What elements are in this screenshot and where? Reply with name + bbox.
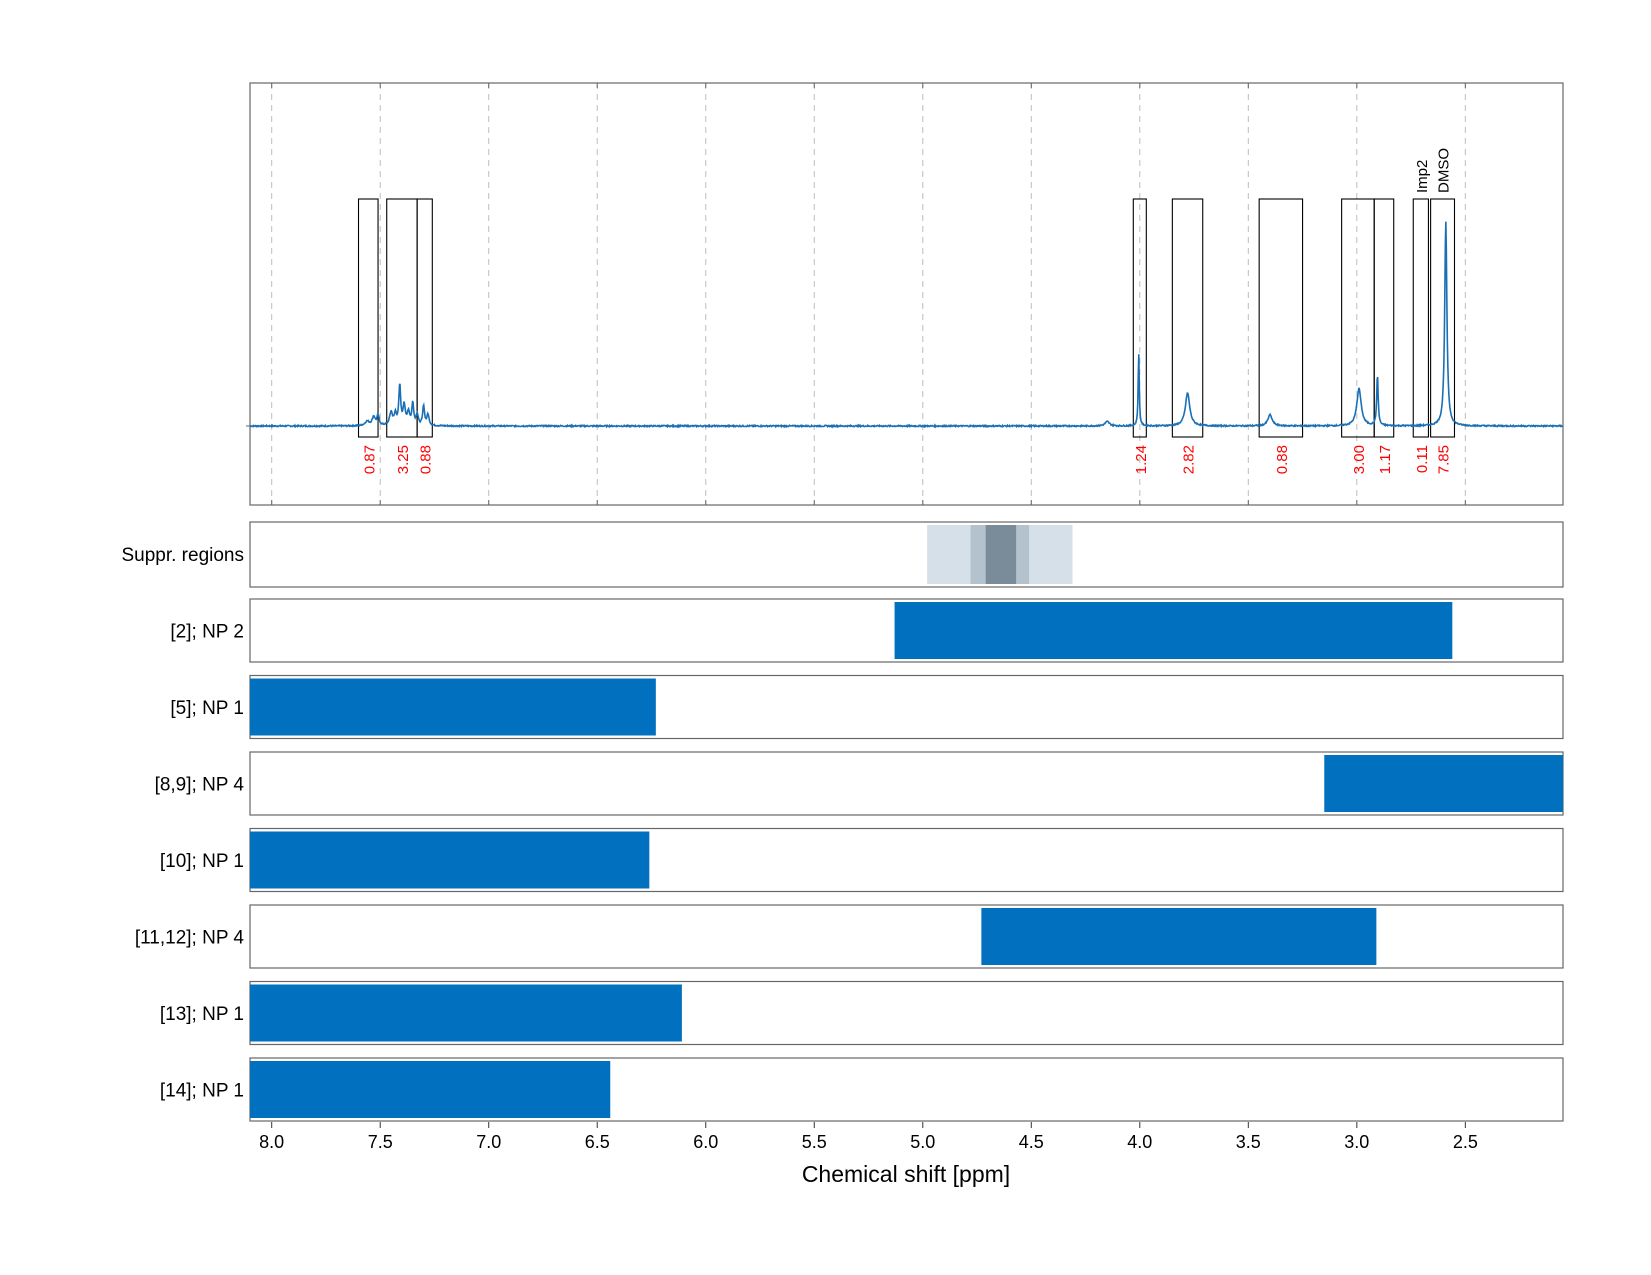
- integral-value-label: 3.25: [395, 445, 412, 474]
- range-track: [2]; NP 2: [170, 598, 1564, 663]
- integral-value-label: 0.88: [418, 445, 435, 474]
- integral-box: [1171, 198, 1204, 438]
- suppr-band: [985, 525, 1017, 584]
- track-label: [5]; NP 1: [170, 698, 244, 719]
- range-track: [10]; NP 1: [160, 827, 1564, 893]
- x-tick-label: 5.5: [802, 1132, 827, 1152]
- integral-box: [1341, 198, 1375, 438]
- range-tracks: [2]; NP 2 [5]; NP 1 [8,9]; NP 4 [10]; NP 1 […: [135, 598, 1564, 1122]
- range-bar: [981, 908, 1377, 965]
- range-bar: [1324, 755, 1563, 812]
- x-tick-label: 4.0: [1127, 1132, 1152, 1152]
- range-bar: [250, 984, 682, 1042]
- integral-value-label: 1.17: [1377, 445, 1394, 474]
- range-bar: [250, 678, 656, 736]
- x-tick-label: 6.0: [693, 1132, 718, 1152]
- integral-box: [416, 198, 433, 438]
- suppression-regions-track: [249, 521, 1564, 588]
- gridlines: [271, 83, 1466, 505]
- range-track: [5]; NP 1: [170, 674, 1564, 740]
- integral-value-label: 2.82: [1181, 445, 1198, 474]
- peak-annotation-label: DMSO: [1436, 148, 1453, 193]
- range-track: [11,12]; NP 4: [135, 904, 1564, 969]
- x-tick-label: 5.0: [910, 1132, 935, 1152]
- track-label: [8,9]; NP 4: [155, 775, 245, 796]
- integral-value-label: 0.87: [361, 445, 378, 474]
- integral-box: [1132, 198, 1147, 438]
- range-bar: [250, 1061, 611, 1118]
- track-label-suppr-regions: Suppr. regions: [121, 545, 244, 566]
- track-label: [10]; NP 1: [160, 851, 244, 872]
- x-tick-label: 3.5: [1236, 1132, 1261, 1152]
- integral-box: [1430, 198, 1456, 438]
- integral-value-label: 0.88: [1274, 445, 1291, 474]
- integral-value-label: 1.24: [1133, 445, 1150, 474]
- integral-box: [1412, 198, 1429, 438]
- track-label: [14]; NP 1: [160, 1081, 244, 1102]
- range-track: [14]; NP 1: [160, 1057, 1564, 1122]
- spectrum-line: [249, 221, 1564, 429]
- range-track: [13]; NP 1: [160, 980, 1564, 1046]
- track-label: [11,12]; NP 4: [135, 928, 245, 949]
- integral-box: [1258, 198, 1304, 438]
- x-tick-label: 3.0: [1344, 1132, 1369, 1152]
- x-tick-label: 4.5: [1019, 1132, 1044, 1152]
- integral-value-label: 3.00: [1351, 445, 1368, 474]
- x-tick-label: 7.5: [368, 1132, 393, 1152]
- peak-annotation-label: Imp2: [1414, 160, 1431, 193]
- integral-box: [357, 198, 379, 438]
- integral-value-label: 7.85: [1436, 445, 1453, 474]
- range-track: [8,9]; NP 4: [155, 751, 1564, 816]
- track-label: [13]; NP 1: [160, 1004, 244, 1025]
- integral-box: [1373, 198, 1395, 438]
- spectrum-panel: [249, 82, 1564, 506]
- range-bar: [894, 602, 1453, 659]
- integral-regions: 0.87 3.25 0.88 1.24 2.82 0.88 3.00 1.17 0.11 Imp2…: [357, 148, 1456, 474]
- x-axis-label: Chemical shift [ppm]: [802, 1161, 1010, 1187]
- x-tick-label: 8.0: [259, 1132, 284, 1152]
- x-tick-label: 6.5: [585, 1132, 610, 1152]
- track-label: [2]; NP 2: [170, 622, 244, 643]
- x-tick-label: 7.0: [476, 1132, 501, 1152]
- integral-value-label: 0.11: [1414, 445, 1431, 473]
- x-tick-label: 2.5: [1453, 1132, 1478, 1152]
- x-axis: 8.0 7.5 7.0 6.5 6.0 5.5 5.0 4.5 4.0 3.5 3.0 2.5: [259, 1122, 1478, 1152]
- spectrum-axis-ticks: [246, 83, 1466, 505]
- range-bar: [250, 831, 650, 889]
- suppr-track-frame: [249, 521, 1564, 588]
